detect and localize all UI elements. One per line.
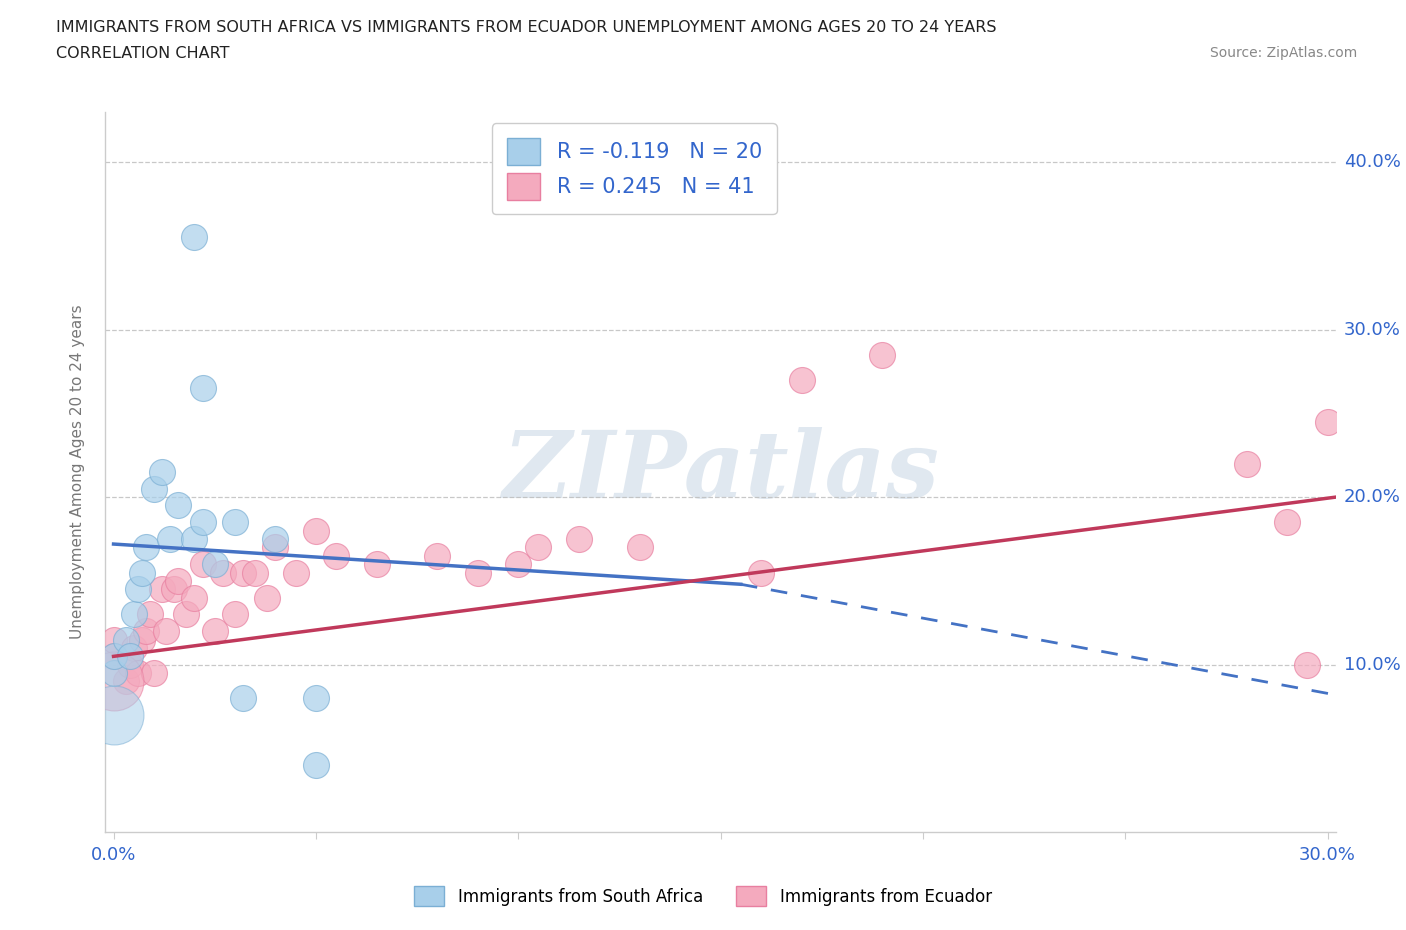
Point: [224, 607, 246, 622]
Text: ZIPatlas: ZIPatlas: [502, 427, 939, 517]
Point: [118, 649, 141, 664]
Point: [183, 230, 205, 245]
Legend: R = -0.119   N = 20, R = 0.245   N = 41: R = -0.119 N = 20, R = 0.245 N = 41: [492, 124, 776, 215]
Point: [284, 565, 307, 580]
Point: [467, 565, 489, 580]
Legend: Immigrants from South Africa, Immigrants from Ecuador: Immigrants from South Africa, Immigrants…: [408, 880, 998, 912]
Point: [325, 549, 347, 564]
Text: 30.0%: 30.0%: [1344, 321, 1400, 339]
Point: [135, 624, 157, 639]
Text: 20.0%: 20.0%: [1344, 488, 1400, 506]
Point: [232, 691, 254, 706]
Point: [264, 532, 287, 547]
Point: [366, 557, 388, 572]
Point: [256, 591, 278, 605]
Point: [508, 557, 530, 572]
Point: [150, 582, 173, 597]
Point: [103, 708, 125, 723]
Point: [131, 565, 153, 580]
Point: [183, 532, 205, 547]
Point: [1316, 414, 1339, 429]
Point: [143, 482, 166, 497]
Text: 40.0%: 40.0%: [1344, 153, 1400, 171]
Point: [426, 549, 449, 564]
Point: [305, 691, 328, 706]
Point: [122, 607, 145, 622]
Point: [305, 758, 328, 773]
Point: [527, 540, 550, 555]
Point: [143, 666, 166, 681]
Point: [1275, 515, 1298, 530]
Point: [103, 632, 125, 647]
Point: [135, 540, 157, 555]
Point: [127, 582, 149, 597]
Point: [191, 380, 214, 395]
Point: [167, 574, 190, 589]
Point: [155, 624, 177, 639]
Point: [150, 465, 173, 480]
Point: [790, 372, 813, 387]
Point: [264, 540, 287, 555]
Text: 10.0%: 10.0%: [1344, 656, 1400, 673]
Point: [122, 641, 145, 656]
Point: [191, 515, 214, 530]
Point: [204, 557, 226, 572]
Point: [1236, 456, 1258, 471]
Point: [114, 674, 136, 689]
Point: [103, 666, 125, 681]
Point: [103, 649, 125, 664]
Point: [224, 515, 246, 530]
Point: [103, 649, 125, 664]
Point: [159, 532, 181, 547]
Point: [568, 532, 591, 547]
Point: [1296, 658, 1319, 672]
Point: [167, 498, 190, 513]
Point: [183, 591, 205, 605]
Point: [211, 565, 233, 580]
Point: [118, 658, 141, 672]
Point: [204, 624, 226, 639]
Point: [127, 666, 149, 681]
Point: [872, 347, 894, 362]
Y-axis label: Unemployment Among Ages 20 to 24 years: Unemployment Among Ages 20 to 24 years: [70, 305, 84, 639]
Text: Source: ZipAtlas.com: Source: ZipAtlas.com: [1209, 46, 1357, 60]
Point: [628, 540, 651, 555]
Point: [114, 632, 136, 647]
Point: [232, 565, 254, 580]
Point: [163, 582, 186, 597]
Text: CORRELATION CHART: CORRELATION CHART: [56, 46, 229, 61]
Point: [305, 524, 328, 538]
Point: [191, 557, 214, 572]
Point: [139, 607, 162, 622]
Text: IMMIGRANTS FROM SOUTH AFRICA VS IMMIGRANTS FROM ECUADOR UNEMPLOYMENT AMONG AGES : IMMIGRANTS FROM SOUTH AFRICA VS IMMIGRAN…: [56, 20, 997, 35]
Point: [131, 632, 153, 647]
Point: [176, 607, 198, 622]
Point: [749, 565, 772, 580]
Point: [243, 565, 266, 580]
Point: [103, 674, 125, 689]
